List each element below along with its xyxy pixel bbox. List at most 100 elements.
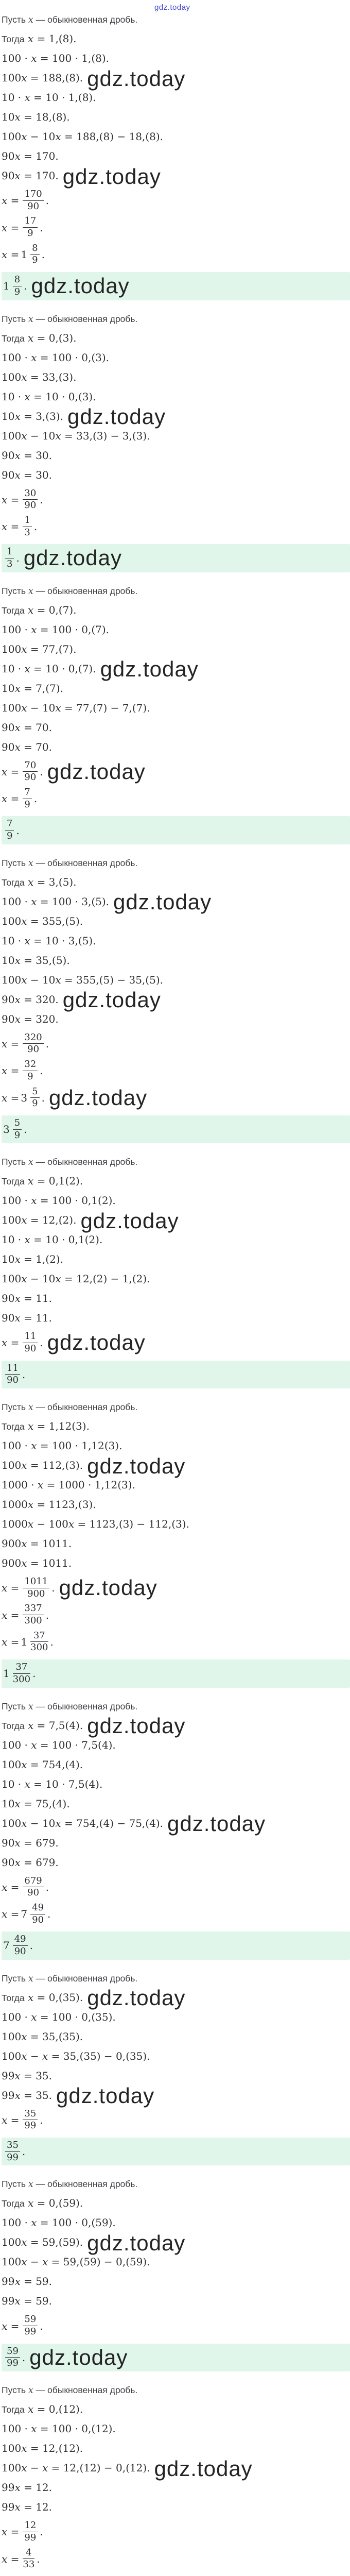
denominator: 9 (27, 228, 33, 239)
numerator: 70 (23, 760, 38, 772)
result-fraction: 49 90 (30, 1902, 46, 1925)
math-line: 99x = 59. (2, 2295, 52, 2308)
denominator: 9 (32, 255, 38, 266)
math-line: 100x = 35,(35). (2, 2030, 83, 2043)
math-line: 99x = 59. (2, 2275, 52, 2288)
math-line: 90x = 30. (2, 468, 52, 481)
denominator: 99 (7, 2151, 19, 2163)
word-then: Тогда (2, 1992, 25, 2003)
solution-block: Пусть x — обыкновенная дробь. Тогда x = 0… (2, 314, 350, 572)
numerator: 49 (12, 1934, 28, 1946)
numerator: 679 (23, 1875, 44, 1888)
result-fraction: 337 300 (23, 1603, 44, 1626)
result-fraction: 4 33 (23, 2547, 35, 2570)
x-equals: x = (2, 248, 20, 261)
math-line: 10x = 18,(8). (2, 111, 70, 123)
math-line: Тогда x = 7,5(4). gdz.today (2, 1714, 186, 1738)
numerator: 7 (23, 787, 32, 799)
result-fraction: 11 90 (23, 1331, 38, 1354)
fraction-line: x = 7 9. (2, 787, 350, 810)
period: . (45, 1608, 49, 1621)
fraction-line: x = 679 90. (2, 1875, 350, 1899)
math-line: 10 · x = 10 · 0,1(2). (2, 1233, 103, 1246)
denominator: 99 (24, 2326, 37, 2337)
x-equals: x = (2, 2526, 20, 2538)
answer-whole: 1 (3, 280, 10, 293)
solution-block: Пусть x — обыкновенная дробь. Тогда x = 0… (2, 2179, 350, 2372)
fraction-line: x = 35 99. (2, 2108, 350, 2131)
answer-fraction: 59 99 (5, 2346, 20, 2369)
result-fraction: 70 90 (23, 760, 38, 783)
numerator: 11 (5, 1363, 20, 1375)
math-line: 100 · x = 100 · 0,(3). (2, 351, 110, 364)
math-line: 100x = 12,(2). gdz.today (2, 1208, 179, 1233)
period: . (33, 792, 38, 805)
math-line: 1000x − 100x = 1123,(3) − 112,(3). (2, 1518, 189, 1530)
period: . (45, 1037, 49, 1050)
result-fraction: 320 90 (23, 1032, 44, 1055)
numerator: 5 (30, 1086, 40, 1098)
period: . (45, 194, 49, 207)
intro-line: Пусть x — обыкновенная дробь. (2, 2179, 138, 2190)
denominator: 9 (32, 1098, 38, 1109)
word-then: Тогда (2, 1421, 25, 1432)
math-line: 99x = 12. (2, 2481, 52, 2494)
intro-line: Пусть x — обыкновенная дробь. (2, 1701, 138, 1712)
result-fraction: 32 9 (23, 1059, 38, 1082)
numerator: 37 (30, 1630, 48, 1642)
math-line: 100x = 112,(3). gdz.today (2, 1453, 186, 1478)
denominator: 300 (12, 1673, 31, 1685)
x-equals: x = (2, 792, 20, 805)
math-line: 10 · x = 10 · 3,(5). (2, 934, 96, 947)
math-line: 100x = 77,(7). (2, 642, 77, 655)
numerator: 1011 (23, 1576, 50, 1588)
math-line: 900x = 1011. (2, 1557, 72, 1569)
result-fraction: 17 9 (23, 216, 38, 239)
answer-highlight: 1 37 300. (2, 1659, 350, 1688)
period: . (40, 1336, 43, 1349)
denominator: 9 (24, 799, 30, 810)
result-fraction: 35 99 (23, 2108, 38, 2131)
denominator: 90 (32, 1914, 44, 1925)
answer-highlight: 35 99. (2, 2138, 350, 2166)
fraction-line: x = 17 9. (2, 216, 350, 239)
math-line: Тогда x = 1,12(3). (2, 1420, 90, 1432)
fraction-line: x = 320 90. (2, 1032, 350, 1055)
math-line: Тогда x = 3,(5). (2, 875, 77, 888)
result-fraction: 679 90 (23, 1875, 44, 1899)
intro-line: Пусть x — обыкновенная дробь. (2, 14, 138, 25)
period: . (22, 2145, 26, 2158)
math-line: 90x = 320. gdz.today (2, 988, 161, 1012)
math-line: 90x = 170. gdz.today (2, 164, 161, 189)
math-line: 100x − 10x = 12,(2) − 1,(2). (2, 1273, 150, 1285)
fraction-line: x = 337 300. (2, 1603, 350, 1626)
denominator: 9 (7, 831, 13, 842)
x-equals: x = (2, 221, 20, 234)
answer-whole: 7 (3, 1939, 10, 1952)
math-line: 100 · x = 100 · 0,(12). (2, 2422, 116, 2435)
period: . (22, 1368, 26, 1381)
numerator: 49 (30, 1902, 46, 1914)
period: . (50, 1635, 54, 1648)
math-line: 10x = 75,(4). (2, 1797, 70, 1810)
word-then: Тогда (2, 34, 25, 44)
site-link[interactable]: gdz.today (154, 3, 190, 12)
math-line: Тогда x = 0,(35). gdz.today (2, 1986, 186, 2010)
x-equals: x = (2, 1064, 20, 1077)
period: . (41, 1091, 45, 1104)
math-line: 90x = 170. (2, 150, 59, 162)
solution-block: Пусть x — обыкновенная дробь. Тогда x = 0… (2, 2385, 350, 2576)
math-line: 100x − x = 59,(59) − 0,(59). (2, 2256, 150, 2268)
period: . (40, 2113, 43, 2126)
x-equals: x = (2, 1091, 20, 1104)
word-then: Тогда (2, 1720, 25, 1731)
intro-line: Пусть x — обыкновенная дробь. (2, 1973, 138, 1984)
numerator: 35 (23, 2108, 38, 2121)
math-line: 10 · x = 10 · 7,5(4). (2, 1777, 103, 1790)
math-line: 100 · x = 100 · 0,(59). (2, 2216, 116, 2229)
numerator: 1 (23, 515, 32, 527)
fraction-line: x = 32 9. (2, 1059, 350, 1082)
